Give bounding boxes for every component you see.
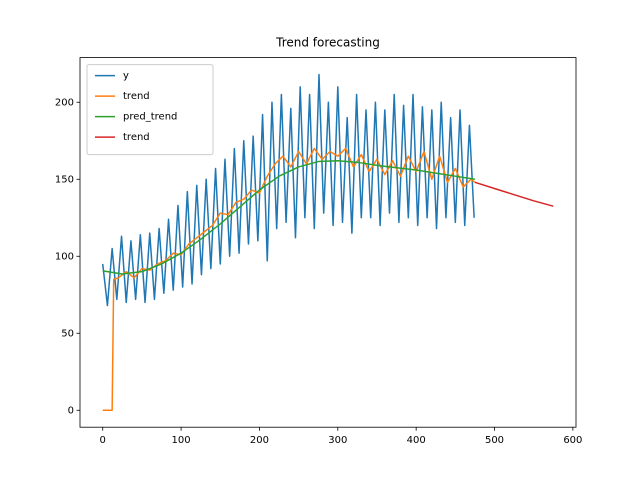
legend-label: pred_trend: [123, 112, 177, 123]
legend-label: trend: [123, 132, 150, 143]
legend-label: y: [123, 71, 129, 82]
x-tick-label: 100: [172, 435, 191, 446]
y-tick-label: 50: [61, 328, 74, 339]
series-line: [102, 147, 476, 412]
series-line: [102, 160, 476, 275]
chart-title: Trend forecasting: [275, 36, 380, 50]
x-tick-label: 400: [407, 435, 426, 446]
y-tick-label: 100: [55, 251, 74, 262]
series-line: [101, 73, 475, 307]
x-tick-label: 500: [485, 435, 504, 446]
y-tick-label: 150: [55, 174, 74, 185]
x-tick-label: 600: [563, 435, 582, 446]
x-tick-label: 0: [100, 435, 106, 446]
x-tick-label: 300: [328, 435, 347, 446]
legend-label: trend: [123, 91, 150, 102]
series-line: [474, 181, 554, 207]
x-tick-label: 200: [250, 435, 269, 446]
y-tick-label: 0: [68, 405, 74, 416]
legend-box: [86, 64, 214, 156]
plot-frame: [79, 57, 577, 428]
y-tick-label: 200: [55, 97, 74, 108]
